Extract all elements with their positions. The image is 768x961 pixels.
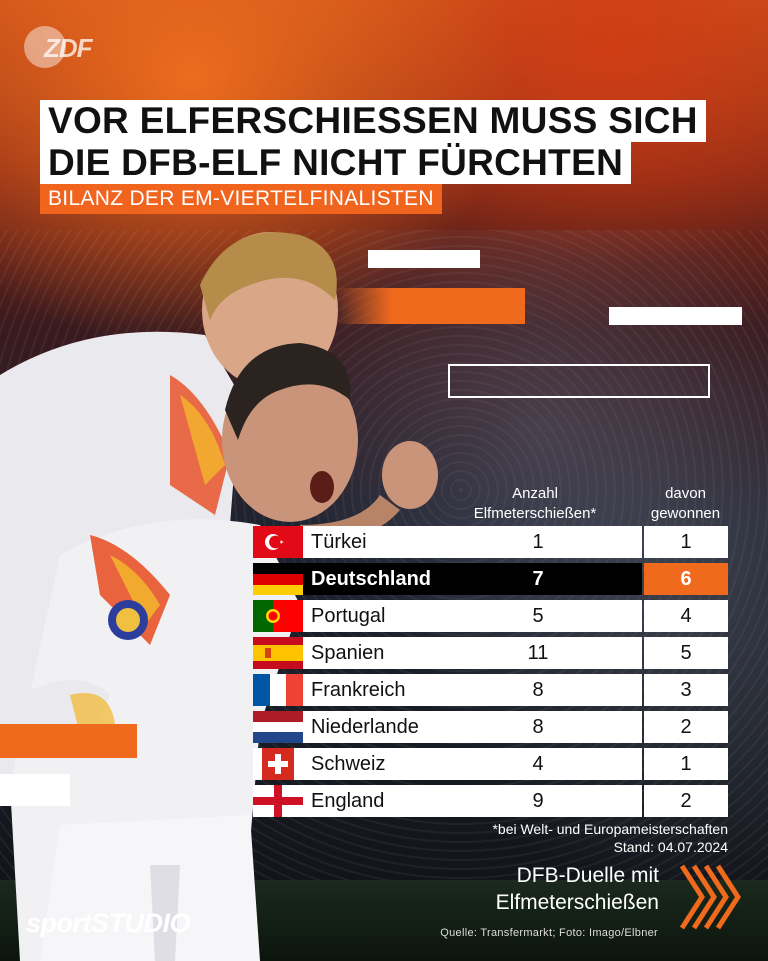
column-header-won-line-2: gewonnen [650,505,721,522]
players-photo [0,232,438,961]
won-cell [644,563,728,595]
shootouts-won: 5 [680,642,692,664]
column-header-count-line-2: Elfmeterschießen* [473,505,597,522]
zdf-logo-text: ZDF [44,33,93,63]
headline-line-2: DIE DFB-ELF NICHT FÜRCHTEN [40,142,632,184]
shootouts-won: 2 [680,790,692,812]
won-cell [644,637,728,669]
decor-white-bar [609,307,742,325]
column-header-won: davon gewonnen [643,484,728,524]
decor-white-bar [0,774,70,806]
table-row: Spanien 11 5 [253,637,728,669]
table-row: Türkei 1 1 [253,526,728,558]
footnote: *bei Welt- und Europameisterschaften Sta… [492,820,728,856]
decor-outline-box [448,364,710,398]
country-name: Deutschland [311,568,432,590]
shootout-count: 8 [532,679,544,701]
netherlands-flag-icon [253,711,303,743]
zdf-logo: ZDF [24,26,93,68]
country-name: Türkei [311,531,367,553]
shootout-count: 7 [532,568,544,590]
shootouts-won: 2 [680,716,692,738]
decor-orange-bar [0,724,137,758]
column-header-won-line-1: davon [665,485,706,502]
decor-white-bar [368,250,480,268]
cta-line-2: Elfmeterschießen [495,891,659,914]
shootout-count: 5 [532,605,544,627]
headline-line-1: VOR ELFERSCHIESSEN MUSS SICH [40,100,706,142]
sportstudio-logo-part-2: STUDIO [91,908,191,938]
country-cell [253,711,642,743]
shootouts-won: 1 [680,531,692,553]
switzerland-flag-icon [253,748,303,780]
source-credit: Quelle: Transfermarkt; Foto: Imago/Elbne… [440,927,658,939]
subtitle: BILANZ DER EM-VIERTELFINALISTEN [40,184,442,214]
shootouts-won: 4 [680,605,692,627]
shootout-count: 11 [527,642,549,664]
country-name: Portugal [311,605,386,627]
france-flag-icon [253,674,303,706]
england-flag-icon [253,785,303,817]
shootout-count: 8 [532,716,544,738]
decor-orange-bar [335,288,525,324]
country-cell [253,526,642,558]
won-cell [644,674,728,706]
country-name: Spanien [311,642,385,664]
won-cell [644,600,728,632]
shootouts-won: 3 [680,679,692,701]
portugal-flag-icon [253,600,303,632]
sportstudio-logo: sportSTUDIO [26,908,191,939]
table-row: Niederlande 8 2 [253,711,728,743]
cta-text[interactable]: DFB-Duelle mit Elfmeterschießen [496,862,659,916]
country-cell [253,600,642,632]
shootouts-won: 1 [680,753,692,775]
shootout-count: 4 [532,753,544,775]
spain-flag-icon [253,637,303,669]
table-row: Portugal 5 4 [253,600,728,632]
zdf-logo-disc [24,26,66,68]
table-row: Frankreich 8 3 [253,674,728,706]
table-row: England 9 2 [253,785,728,817]
table-row-highlighted: Deutschland 7 6 [253,563,728,595]
table-row: Schweiz 4 1 [253,748,728,780]
won-cell [644,785,728,817]
footnote-line-1: *bei Welt- und Europameisterschaften [492,821,728,837]
column-header-count: Anzahl Elfmeterschießen* [450,484,620,524]
country-cell [253,563,642,595]
turkey-flag-icon [253,526,303,558]
cta-line-1: DFB-Duelle mit [516,864,659,887]
country-name: Schweiz [311,753,386,775]
country-cell [253,785,642,817]
chevron-right-icon[interactable] [680,862,742,932]
footnote-date: Stand: 04.07.2024 [613,839,728,855]
sportstudio-logo-part-1: sport [26,908,92,938]
country-name: Frankreich [311,679,406,701]
germany-flag-icon [253,563,303,595]
won-cell [644,711,728,743]
shootout-count: 9 [532,790,544,812]
shootouts-won: 6 [680,568,692,590]
country-cell [253,637,642,669]
column-header-count-line-1: Anzahl [512,485,558,502]
country-cell [253,748,642,780]
country-name: England [311,790,385,812]
country-name: Niederlande [311,716,419,738]
shootout-count: 1 [532,531,544,553]
country-cell [253,674,642,706]
won-cell [644,526,728,558]
won-cell [644,748,728,780]
